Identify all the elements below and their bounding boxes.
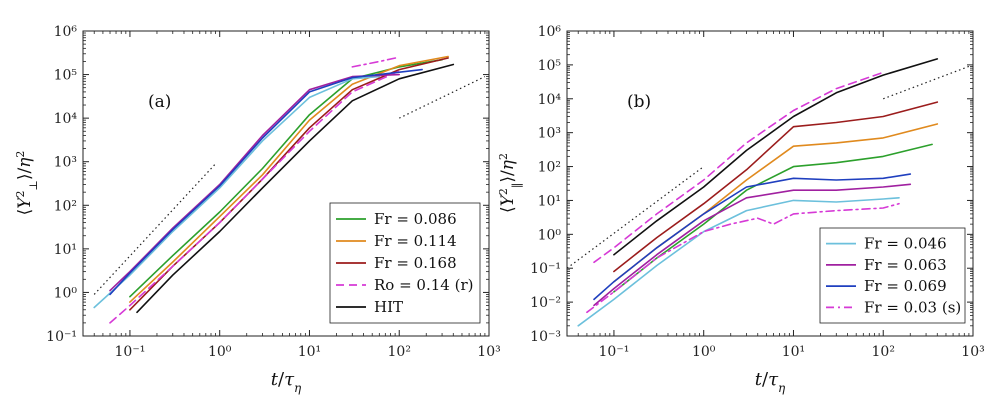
y-tick-label: 10⁻³ [530,329,561,345]
x-tick-label: 10³ [961,344,984,360]
y-tick-label: 10² [538,160,561,176]
y-tick-label: 10⁻² [530,295,561,311]
x-tick-label: 10⁻¹ [599,344,630,360]
series-line-fr-0-03-s- [586,202,900,314]
y-tick-label: 10⁴ [538,92,562,108]
series-line-fr-0-063 [593,183,912,307]
svg-text:⟨Y2‖⟩/η2: ⟨Y2‖⟩/η2 [497,153,524,213]
x-tick-label: 10¹ [298,344,321,360]
legend-a: Fr = 0.086 Fr = 0.114 Fr = 0.168 Ro = 0.14 … [329,202,481,324]
x-tick-label: 10¹ [782,344,805,360]
legend-label: HIT [374,298,403,316]
panel-label-a: (a) [148,92,171,112]
ylabel-a: ⟨Y2⊥⟩/η2 [14,151,40,216]
series-line-purple-6 [109,73,400,292]
svg-text:⟨Y2⊥⟩/η2: ⟨Y2⊥⟩/η2 [14,151,40,216]
reference-line-slope-2 [93,163,217,295]
x-tick-label: 10⁰ [692,344,716,360]
series-line-lightblue-5 [93,75,381,309]
legend-label: Fr = 0.046 [864,235,947,253]
legend-label: Ro = 0.14 (r) [374,276,473,294]
series-line-hit [136,63,455,314]
y-tick-label: 10⁶ [538,24,562,40]
series-line-fr-0-046 [577,197,900,327]
series-line-fr-0-069 [593,173,912,301]
xlabel-b: t/τη [755,369,786,395]
y-tick-label: 10³ [538,126,561,142]
series-line-hit [613,58,939,256]
reference-line-slope-1 [398,76,486,119]
y-tick-label: 10³ [54,155,77,171]
y-tick-label: 10⁵ [54,68,78,84]
panel-label-b: (b) [627,92,651,112]
reference-line-slope-1 [883,65,970,100]
xlabel-a: t/τη [271,369,302,395]
ylabel-b: ⟨Y2‖⟩/η2 [497,153,524,213]
x-tick-label: 10⁻¹ [115,344,146,360]
series-line-green-4 [613,143,933,293]
ticks-b: 10⁻¹ 10⁰ 10¹ 10² 10³ 10⁻³ 10⁻² 10⁻¹ 10⁰ 10¹ 10² 10³… [530,24,985,360]
legend-label: Fr = 0.069 [864,277,947,295]
svg-text:t/τη: t/τη [271,369,302,395]
ticks-a: 10⁻¹ 10⁰ 10¹ 10² 10³ 10⁻¹ 10⁰ 10¹ 10² 10³ 10⁴ 10⁵ 10… [46,24,501,360]
y-tick-label: 10⁰ [54,285,78,301]
series-line-blue-7 [109,68,423,296]
panel-a: 10⁻¹ 10⁰ 10¹ 10² 10³ 10⁻¹ 10⁰ 10¹ 10² 10³ 10⁴ 10⁵ 10… [14,24,501,395]
x-tick-label: 10² [388,344,411,360]
legend-label: Fr = 0.03 (s) [864,298,961,316]
y-tick-label: 10¹ [54,242,77,258]
series-line-magenta-8 [351,56,400,68]
series-line-darkred-2 [613,101,939,273]
reference-line-slope-2 [567,166,705,269]
series-line-ro-0-14-r- [109,70,400,324]
legend-b: Fr = 0.046 Fr = 0.063 Fr = 0.069 Fr = 0.03 … [819,227,966,324]
plot-area-a [93,55,486,324]
legend-label: Fr = 0.168 [374,254,457,272]
plot-frame-b [566,30,974,337]
y-tick-label: 10⁻¹ [530,261,561,277]
plot-area-b [567,58,970,327]
panel-b: 10⁻¹ 10⁰ 10¹ 10² 10³ 10⁻³ 10⁻² 10⁻¹ 10⁰ 10¹ 10² 10³… [497,24,985,395]
y-tick-label: 10⁻¹ [46,329,77,345]
y-tick-label: 10⁵ [538,58,562,74]
series-line-fr-0-114 [129,55,449,303]
y-tick-label: 10⁴ [54,111,78,127]
legend-label: Fr = 0.063 [864,256,947,274]
y-tick-label: 10¹ [538,193,561,209]
legend-label: Fr = 0.114 [374,232,457,250]
y-tick-label: 10⁰ [538,227,562,243]
y-tick-label: 10⁶ [54,24,78,40]
plot-frame-a [82,30,490,337]
x-tick-label: 10³ [477,344,500,360]
legend-label: Fr = 0.086 [374,210,457,228]
svg-text:t/τη: t/τη [755,369,786,395]
x-tick-label: 10² [872,344,895,360]
x-tick-label: 10⁰ [208,344,232,360]
series-line-magenta-1 [593,71,884,264]
y-tick-label: 10² [54,198,77,214]
